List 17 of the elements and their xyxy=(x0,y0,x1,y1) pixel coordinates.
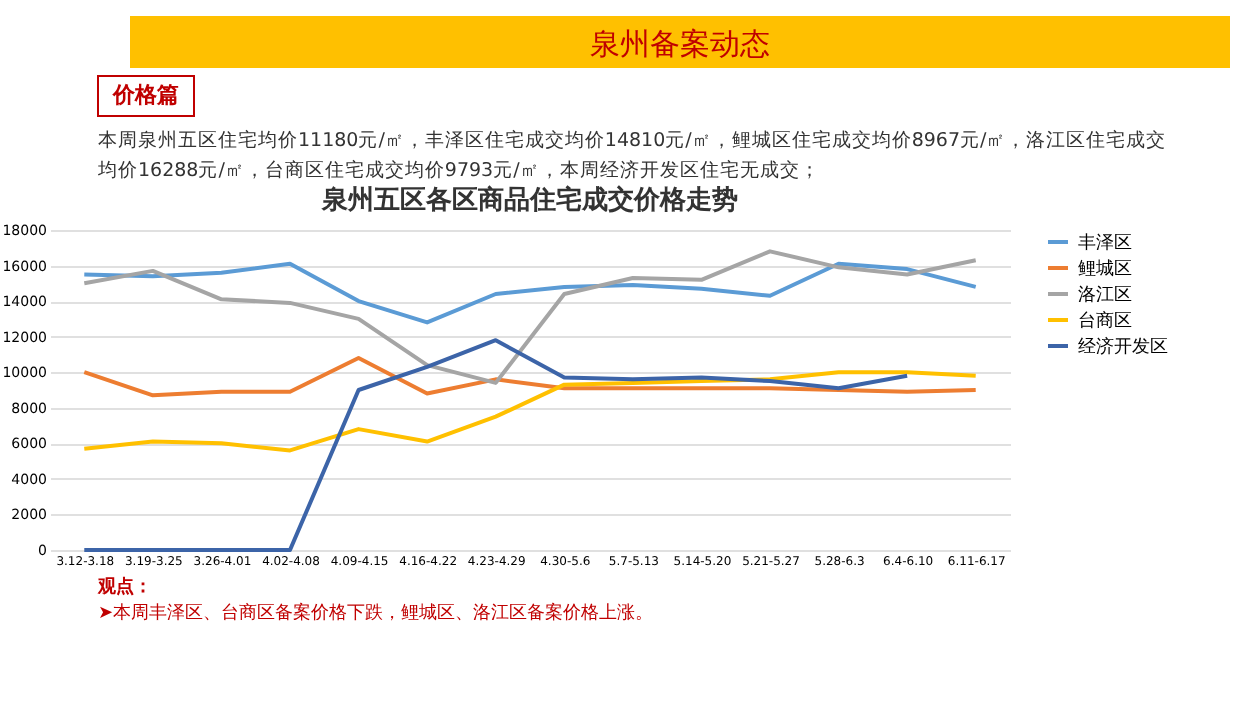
line-series xyxy=(82,356,978,398)
text: ➤本周丰泽区、台商区备案价格下跌，鲤城区、洛江区备案价格上涨。 xyxy=(98,602,654,624)
text: 泉州备案动态 xyxy=(590,26,770,62)
line-series xyxy=(82,370,978,453)
legend-label: 鲤城区 xyxy=(1078,258,1132,280)
legend-label: 经济开发区 xyxy=(1078,336,1168,358)
chart-title: 泉州五区各区商品住宅成交价格走势 xyxy=(320,184,738,216)
legend-label: 洛江区 xyxy=(1078,284,1132,306)
text: 本周泉州五区住宅均价11180元/㎡，丰泽区住宅成交均价14810元/㎡，鲤城区住宅成交均价8967元/㎡，洛江区住宅成交 xyxy=(98,128,1167,152)
line-series xyxy=(82,338,910,552)
line-series xyxy=(82,261,978,325)
legend-label: 丰泽区 xyxy=(1078,232,1132,254)
text: 观点： xyxy=(96,576,152,598)
legend-label: 台商区 xyxy=(1078,310,1132,332)
text: 均价16288元/㎡，台商区住宅成交均价9793元/㎡，本周经济开发区住宅无成交； xyxy=(96,158,820,182)
line-series xyxy=(82,249,978,385)
text: 价格篇 xyxy=(111,82,179,108)
